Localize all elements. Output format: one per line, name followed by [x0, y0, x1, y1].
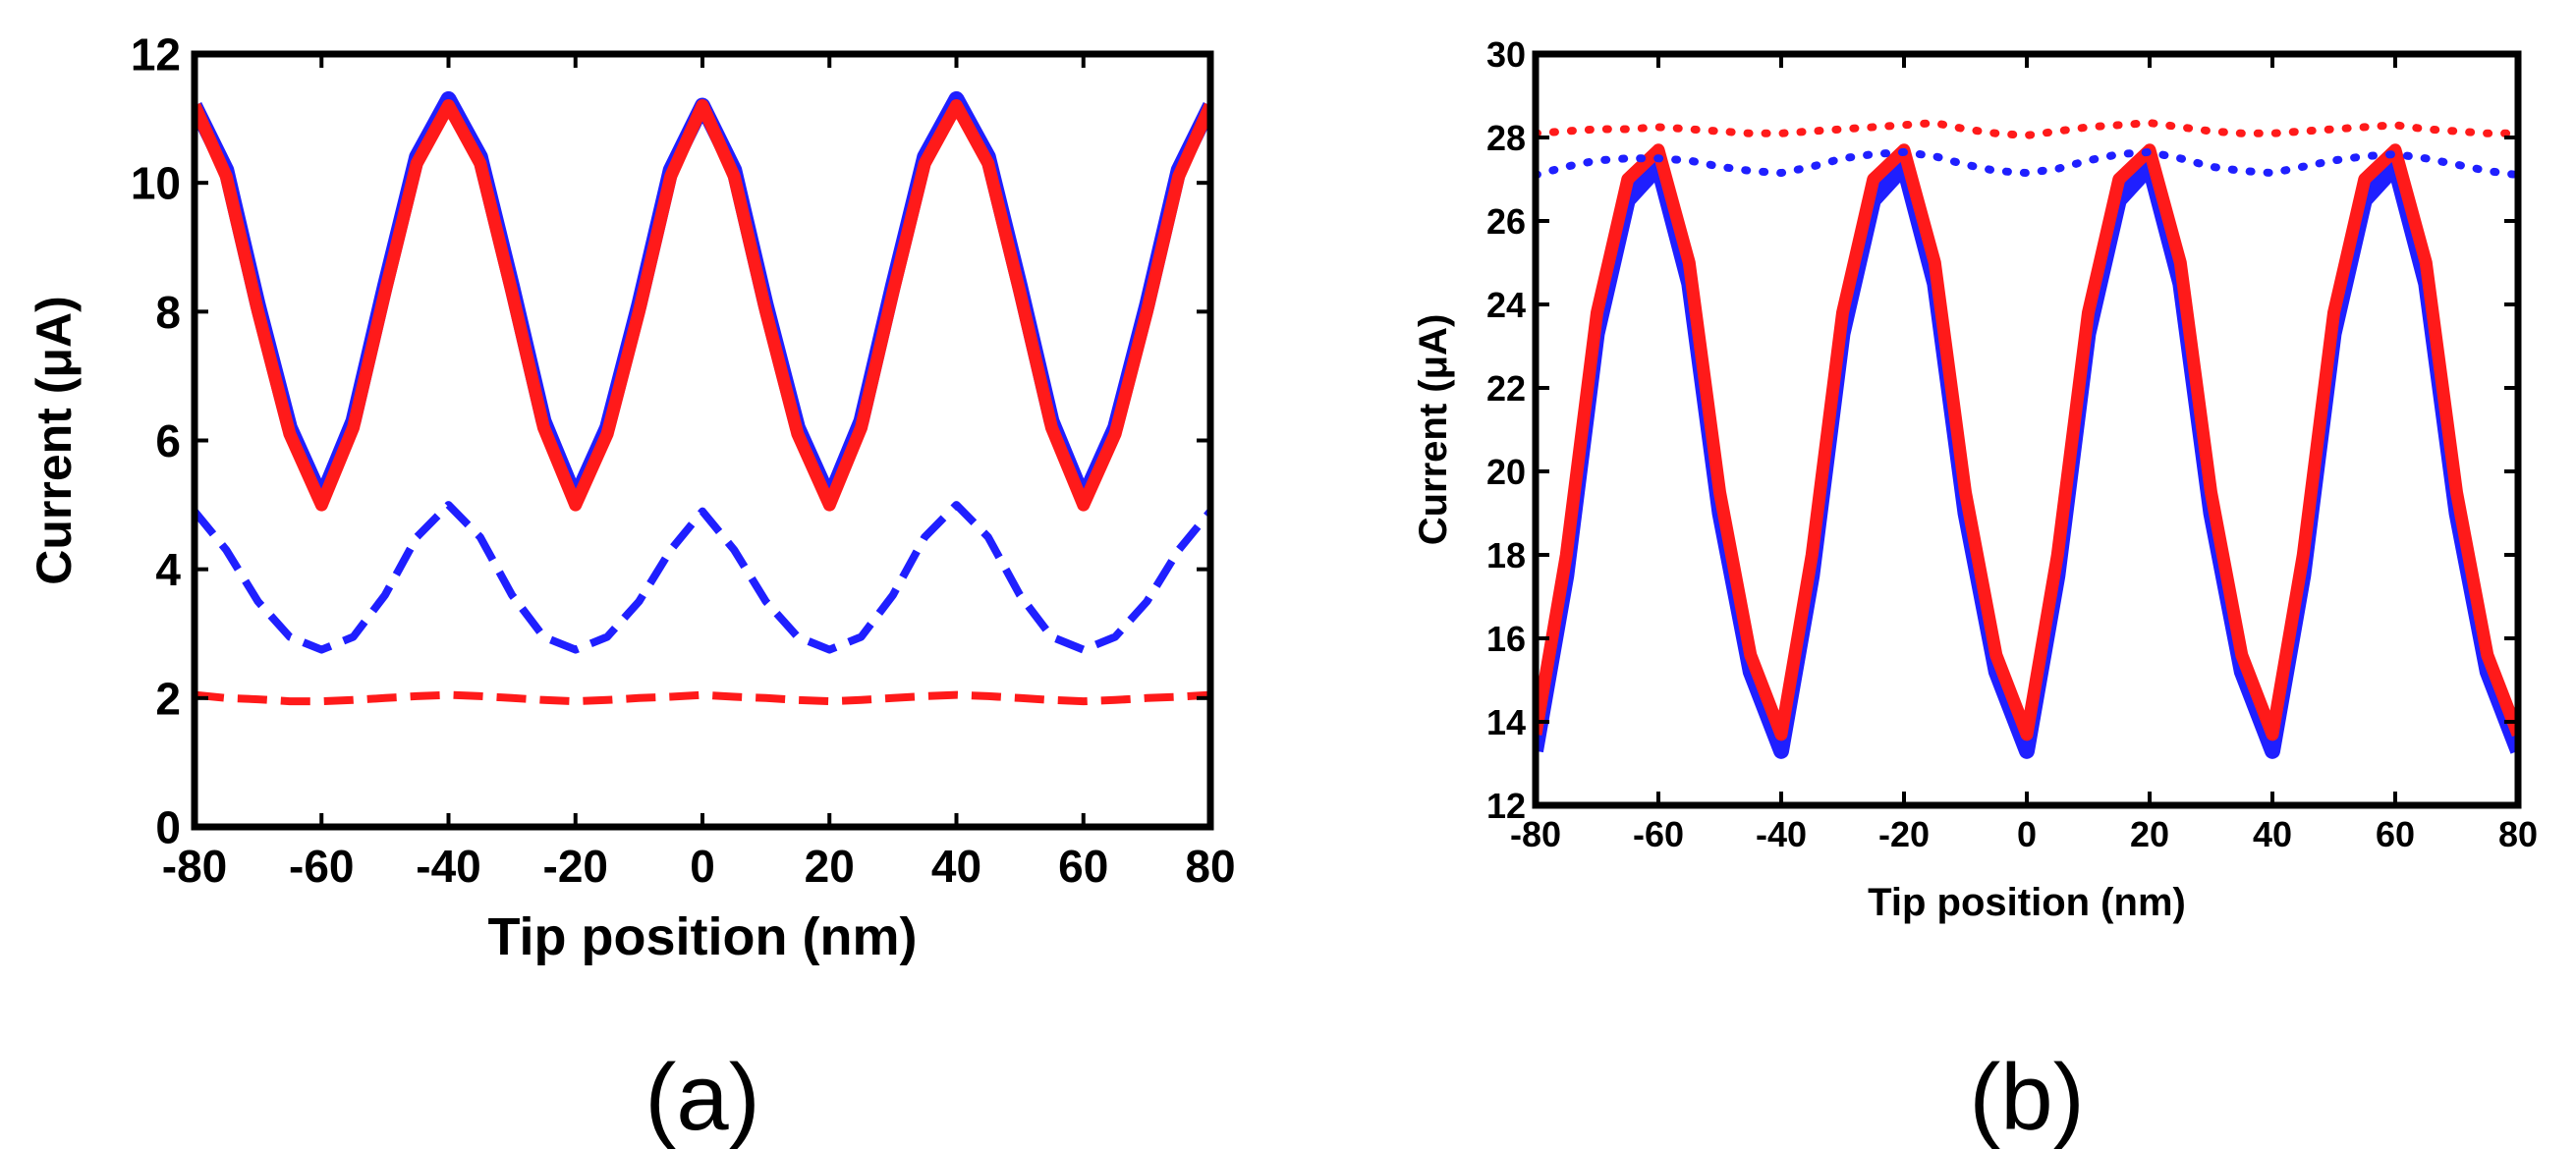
x-axis-label: Tip position (nm): [488, 907, 918, 966]
series-line-blue-dashed: [195, 501, 1210, 654]
x-tick-label: 0: [690, 841, 715, 892]
x-tick-label: -60: [289, 841, 354, 892]
panel-label: (a): [644, 1045, 759, 1150]
y-tick-label: 24: [1486, 285, 1526, 325]
chart-panel-b: -80 -60 -40 -20 0 20 40 60 80 12 14 16 18 20 22 24 26 28 3…: [1412, 34, 2538, 1150]
y-tick-label: 30: [1486, 34, 1526, 75]
y-axis-label: Current (μA): [1412, 314, 1455, 546]
series-line-blue-dotted: [1536, 147, 2518, 180]
y-tick-label: 4: [155, 544, 181, 595]
series-line-red-solid: [1536, 143, 2518, 741]
y-tick-label: 26: [1486, 201, 1526, 242]
y-tick-label: 2: [155, 673, 181, 724]
panel-label: (b): [1969, 1045, 2084, 1150]
y-tick-label: 10: [131, 158, 181, 209]
x-tick-label: 60: [2376, 814, 2415, 854]
y-tick-label: 12: [1486, 786, 1526, 826]
y-tick-label: 14: [1486, 702, 1526, 742]
x-tick-label: -80: [162, 841, 227, 892]
chart-panel-a: -80 -60 -40 -20 0 20 40 60 80 0 2 4 6 8 10 12 Tip positi…: [27, 29, 1236, 1150]
x-tick-label: -60: [1633, 814, 1684, 854]
series-line-red-dashed: [195, 690, 1210, 706]
y-tick-label: 22: [1486, 368, 1526, 409]
x-tick-label: 40: [931, 841, 981, 892]
y-tick-label: 16: [1486, 619, 1526, 659]
series-line-red-solid: [195, 99, 1210, 512]
y-tick-label: 20: [1486, 452, 1526, 492]
y-tick-label: 28: [1486, 118, 1526, 158]
x-tick-label: -40: [1756, 814, 1807, 854]
y-tick-label: 12: [131, 29, 181, 81]
x-axis-label: Tip position (nm): [1868, 881, 2186, 924]
x-tick-label: 20: [2130, 814, 2169, 854]
x-tick-label: -20: [1878, 814, 1930, 854]
x-tick-label: 60: [1058, 841, 1108, 892]
series-group: [1536, 119, 2518, 759]
x-tick-label: 20: [805, 841, 855, 892]
y-tick-label: 6: [155, 415, 181, 466]
x-tick-label: 40: [2253, 814, 2292, 854]
x-tick-label: -40: [416, 841, 480, 892]
y-axis-label: Current (μA): [27, 296, 82, 584]
x-tick-label: -80: [1510, 814, 1561, 854]
y-tick-label: 18: [1486, 535, 1526, 575]
y-tick-label: 0: [155, 802, 181, 853]
x-tick-label: 80: [2498, 814, 2538, 854]
x-tick-label: -20: [543, 841, 608, 892]
x-tick-label: 0: [2017, 814, 2037, 854]
series-group: [195, 90, 1210, 706]
series-line-red-dotted: [1536, 119, 2518, 139]
x-tick-label: 80: [1185, 841, 1235, 892]
y-tick-label: 8: [155, 287, 181, 338]
